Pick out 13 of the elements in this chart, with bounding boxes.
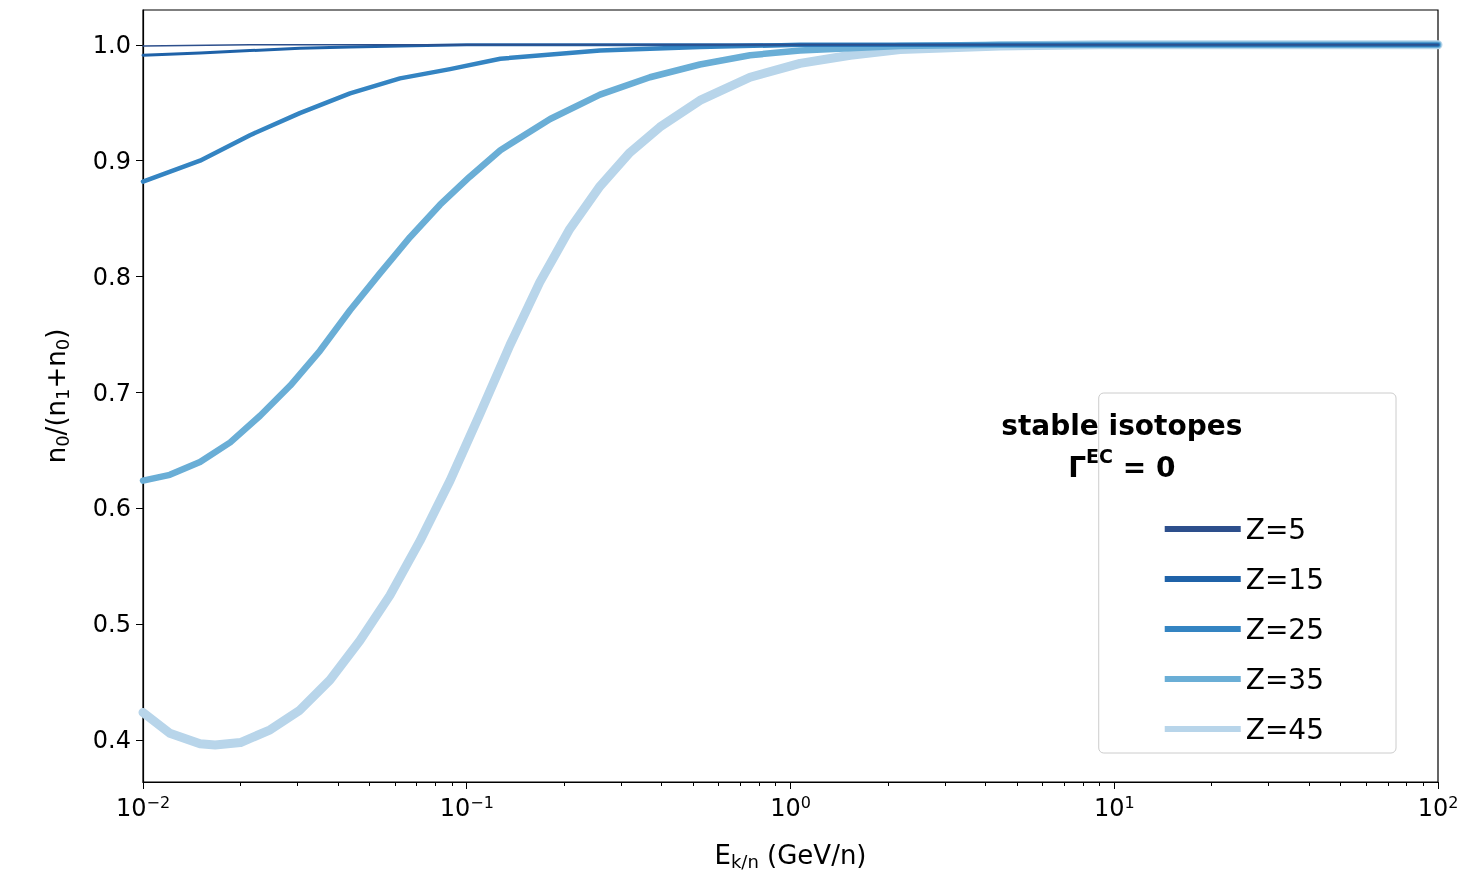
y-tick-label: 1.0: [92, 30, 131, 59]
y-axis-title: n0/(n1+n0): [41, 328, 73, 464]
y-tick-label: 0.8: [92, 262, 131, 291]
y-tick-label: 0.5: [92, 610, 131, 639]
y-tick-label: 0.7: [92, 378, 131, 407]
legend-label: Z=25: [1245, 612, 1325, 646]
legend-label: Z=45: [1245, 712, 1325, 746]
legend-label: Z=5: [1245, 512, 1307, 546]
legend-label: Z=35: [1245, 662, 1325, 696]
y-tick-label: 0.9: [92, 146, 131, 175]
y-tick-label: 0.4: [92, 726, 131, 755]
legend-label: Z=15: [1245, 562, 1325, 596]
y-tick-label: 0.6: [92, 494, 131, 523]
